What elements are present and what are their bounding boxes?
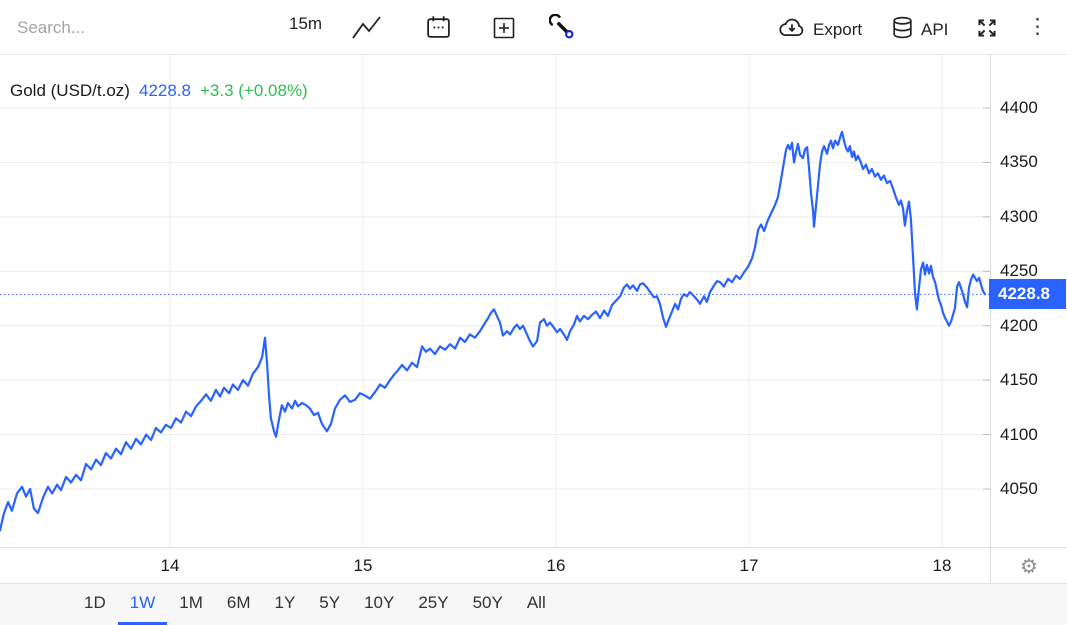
settings-button[interactable]: ⚙: [1020, 556, 1038, 576]
cloud-download-icon: [777, 15, 807, 44]
export-label: Export: [813, 19, 863, 39]
chart-legend: Gold (USD/t.oz) 4228.8 +3.3 (+0.08%): [10, 81, 308, 101]
range-tab-6m[interactable]: 6M: [215, 584, 263, 625]
x-axis-tick-label: 18: [932, 556, 952, 575]
api-label: API: [921, 20, 949, 39]
y-axis-tick-label: 4150: [1000, 370, 1038, 390]
chart-type-button[interactable]: [351, 14, 382, 41]
tools-button[interactable]: [549, 14, 576, 41]
range-tab-50y[interactable]: 50Y: [461, 584, 515, 625]
fullscreen-button[interactable]: [974, 15, 1000, 41]
range-tab-1w[interactable]: 1W: [117, 584, 168, 625]
range-tabs-bar: 1D 1W 1M 6M 1Y 5Y 10Y 25Y 50Y All: [0, 583, 1067, 625]
gear-icon: ⚙: [1020, 553, 1038, 578]
range-tab-1y[interactable]: 1Y: [262, 584, 307, 625]
y-axis-tick-label: 4350: [1000, 152, 1038, 172]
interval-button[interactable]: 15m: [289, 14, 323, 33]
price-line: [0, 130, 987, 532]
range-tab-1d[interactable]: 1D: [72, 584, 118, 625]
x-axis-tick-label: 17: [739, 556, 759, 575]
y-axis-tick-label: 4400: [1000, 98, 1038, 117]
y-axis-tick-label: 4300: [1000, 206, 1038, 226]
calendar-button[interactable]: [425, 14, 452, 41]
range-tab-all[interactable]: All: [515, 584, 558, 625]
range-tab-10y[interactable]: 10Y: [352, 584, 406, 625]
calendar-icon: [425, 14, 452, 41]
range-tab-5y[interactable]: 5Y: [307, 584, 352, 625]
y-axis-tick-label: 4250: [1000, 261, 1038, 281]
y-axis-tick-label: 4050: [1000, 479, 1038, 498]
api-button[interactable]: API: [890, 15, 948, 45]
chart-canvas[interactable]: [0, 55, 990, 547]
time-axis: 14 15 16 17 18: [0, 547, 990, 583]
axis-corner: ⚙: [990, 547, 1067, 583]
fullscreen-icon: [974, 15, 1000, 41]
price-axis: 4228.8 4400 4350 4300 4250 4200 4150 4100 4050: [989, 55, 1067, 547]
toolbar: 15m: [0, 0, 1067, 55]
x-axis-tick-label: 14: [160, 556, 180, 575]
plus-square-icon: [491, 15, 517, 41]
export-button[interactable]: Export: [777, 15, 862, 44]
y-axis-tick-label: 4100: [1000, 424, 1038, 444]
search-input[interactable]: [17, 9, 253, 46]
range-tab-25y[interactable]: 25Y: [406, 584, 460, 625]
x-axis-tick-label: 16: [546, 556, 566, 575]
more-menu-button[interactable]: ⋮: [1027, 16, 1048, 37]
legend-change: +3.3 (+0.08%): [199, 81, 308, 100]
current-price-badge: 4228.8: [989, 279, 1066, 310]
y-axis-tick-label: 4200: [1000, 315, 1038, 335]
database-icon: [890, 15, 915, 45]
legend-symbol: Gold (USD/t.oz): [10, 81, 130, 100]
kebab-icon: ⋮: [1027, 15, 1048, 38]
line-chart-icon: [351, 14, 382, 41]
range-tab-1m[interactable]: 1M: [167, 584, 215, 625]
legend-price: 4228.8: [138, 81, 191, 100]
add-indicator-button[interactable]: [491, 15, 517, 41]
wrench-icon: [549, 14, 576, 41]
x-axis-tick-label: 15: [353, 556, 373, 575]
